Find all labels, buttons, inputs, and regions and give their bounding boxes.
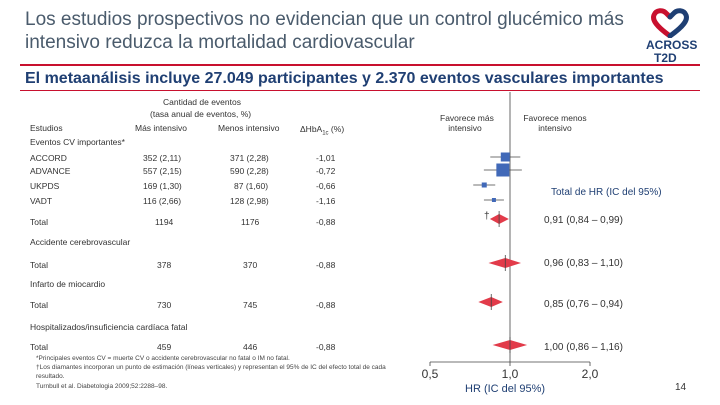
footnote-2: †Los diamantes incorporan un punto de es… <box>36 364 386 380</box>
table-cell-study: VADT <box>30 196 53 206</box>
x-axis-tick-label: 0,5 <box>422 367 439 381</box>
table-cell-study: Total <box>30 300 48 310</box>
table-cell-less: 371 (2,28) <box>230 153 269 163</box>
table-cell-less: 1176 <box>241 217 260 227</box>
table-cell-more: 378 <box>157 260 172 270</box>
table-cell-more: 169 (1,30) <box>143 181 182 191</box>
table-cell-less: 446 <box>243 342 258 352</box>
x-axis-label: HR (IC del 95%) <box>465 383 546 395</box>
table-cell-study: UKPDS <box>30 181 60 191</box>
table-cell-study: ADVANCE <box>30 166 71 176</box>
favors-more-line2: intensivo <box>448 123 482 133</box>
table-cell-hba1c: -0,66 <box>316 181 336 191</box>
table-cell-less: 370 <box>243 260 258 270</box>
studies-header: Estudios <box>30 123 63 133</box>
study-point-square <box>491 198 496 202</box>
hba1c-label: ΔHbA <box>300 124 323 134</box>
footnote-1: *Principales eventos CV = muerte CV o ac… <box>36 355 290 362</box>
x-axis-tick-label: 1,0 <box>502 367 519 381</box>
title-divider-bottom <box>20 90 700 91</box>
section-label-heart-failure: Hospitalizados/insuficiencia cardíaca fa… <box>30 322 188 332</box>
table-cell-less: 128 (2,98) <box>230 196 269 206</box>
dagger-mark: † <box>484 211 490 222</box>
table-cell-more: 352 (2,11) <box>143 153 182 163</box>
favors-less-line2: intensivo <box>538 123 572 133</box>
table-cell-study: ACCORD <box>30 153 67 163</box>
hba1c-unit: (%) <box>328 124 345 134</box>
total-diamond <box>478 297 503 307</box>
favors-less-line1: Favorece menos <box>523 113 587 123</box>
table-cell-study: Total <box>30 217 48 227</box>
events-group-header-line1: Cantidad de eventos <box>163 97 241 107</box>
events-group-header-line2: (tasa anual de eventos, %) <box>150 109 252 119</box>
table-cell-hba1c: -0,88 <box>316 342 336 352</box>
x-axis-tick-label: 2,0 <box>582 367 599 381</box>
table-cell-hba1c: -0,88 <box>316 300 336 310</box>
hr-value: 0,85 (0,76 – 0,94) <box>544 299 623 310</box>
table-cell-hba1c: -1,16 <box>316 196 336 206</box>
page-title: Los estudios prospectivos no evidencian … <box>25 9 624 53</box>
section-label-stroke: Accidente cerebrovascular <box>30 237 131 247</box>
study-point-square <box>481 182 487 188</box>
table-cell-more: 116 (2,66) <box>143 196 182 206</box>
hr-value: 0,91 (0,84 – 0,99) <box>544 215 623 226</box>
table-cell-less: 87 (1,60) <box>234 181 269 191</box>
footnote-3: Turnbull et al. Diabetologia 2009;52:228… <box>36 383 168 390</box>
page-number: 14 <box>675 382 687 393</box>
study-point-square <box>496 163 510 177</box>
total-diamond <box>488 258 522 268</box>
table-cell-hba1c: -0,88 <box>316 260 336 270</box>
section-label-myocardial-infarction: Infarto de miocardio <box>30 279 106 289</box>
less-intensive-header: Menos intensivo <box>218 123 280 133</box>
hba1c-subscript: 1c <box>322 130 329 137</box>
logo-text-across: ACROSS <box>646 38 698 52</box>
table-cell-less: 745 <box>243 300 258 310</box>
table-cell-more: 730 <box>157 300 172 310</box>
hba1c-header: ΔHbA1c (%) <box>300 124 344 137</box>
table-cell-less: 590 (2,28) <box>230 166 269 176</box>
table-cell-more: 557 (2,15) <box>143 166 182 176</box>
table-cell-more: 1194 <box>155 217 174 227</box>
study-point-square <box>500 152 510 162</box>
favors-more-line1: Favorece más <box>440 113 494 123</box>
table-cell-hba1c: -0,72 <box>316 166 336 176</box>
table-cell-study: Total <box>30 260 48 270</box>
across-t2d-heart-logo-icon <box>651 8 689 38</box>
table-cell-hba1c: -0,88 <box>316 217 336 227</box>
hr-value: 1,00 (0,86 – 1,16) <box>544 342 623 353</box>
title-divider-top <box>20 64 700 66</box>
table-cell-study: Total <box>30 342 48 352</box>
logo-text-t2d: T2D <box>654 51 677 65</box>
section-label-major-cv-events: Eventos CV importantes* <box>30 137 125 147</box>
hr-total-header: Total de HR (IC del 95%) <box>551 187 662 198</box>
more-intensive-header: Más intensivo <box>135 123 187 133</box>
subtitle: El metaanálisis incluye 27.049 participa… <box>25 70 664 87</box>
hr-value: 0,96 (0,83 – 1,10) <box>544 258 623 269</box>
table-cell-more: 459 <box>157 342 172 352</box>
table-cell-hba1c: -1,01 <box>316 153 336 163</box>
